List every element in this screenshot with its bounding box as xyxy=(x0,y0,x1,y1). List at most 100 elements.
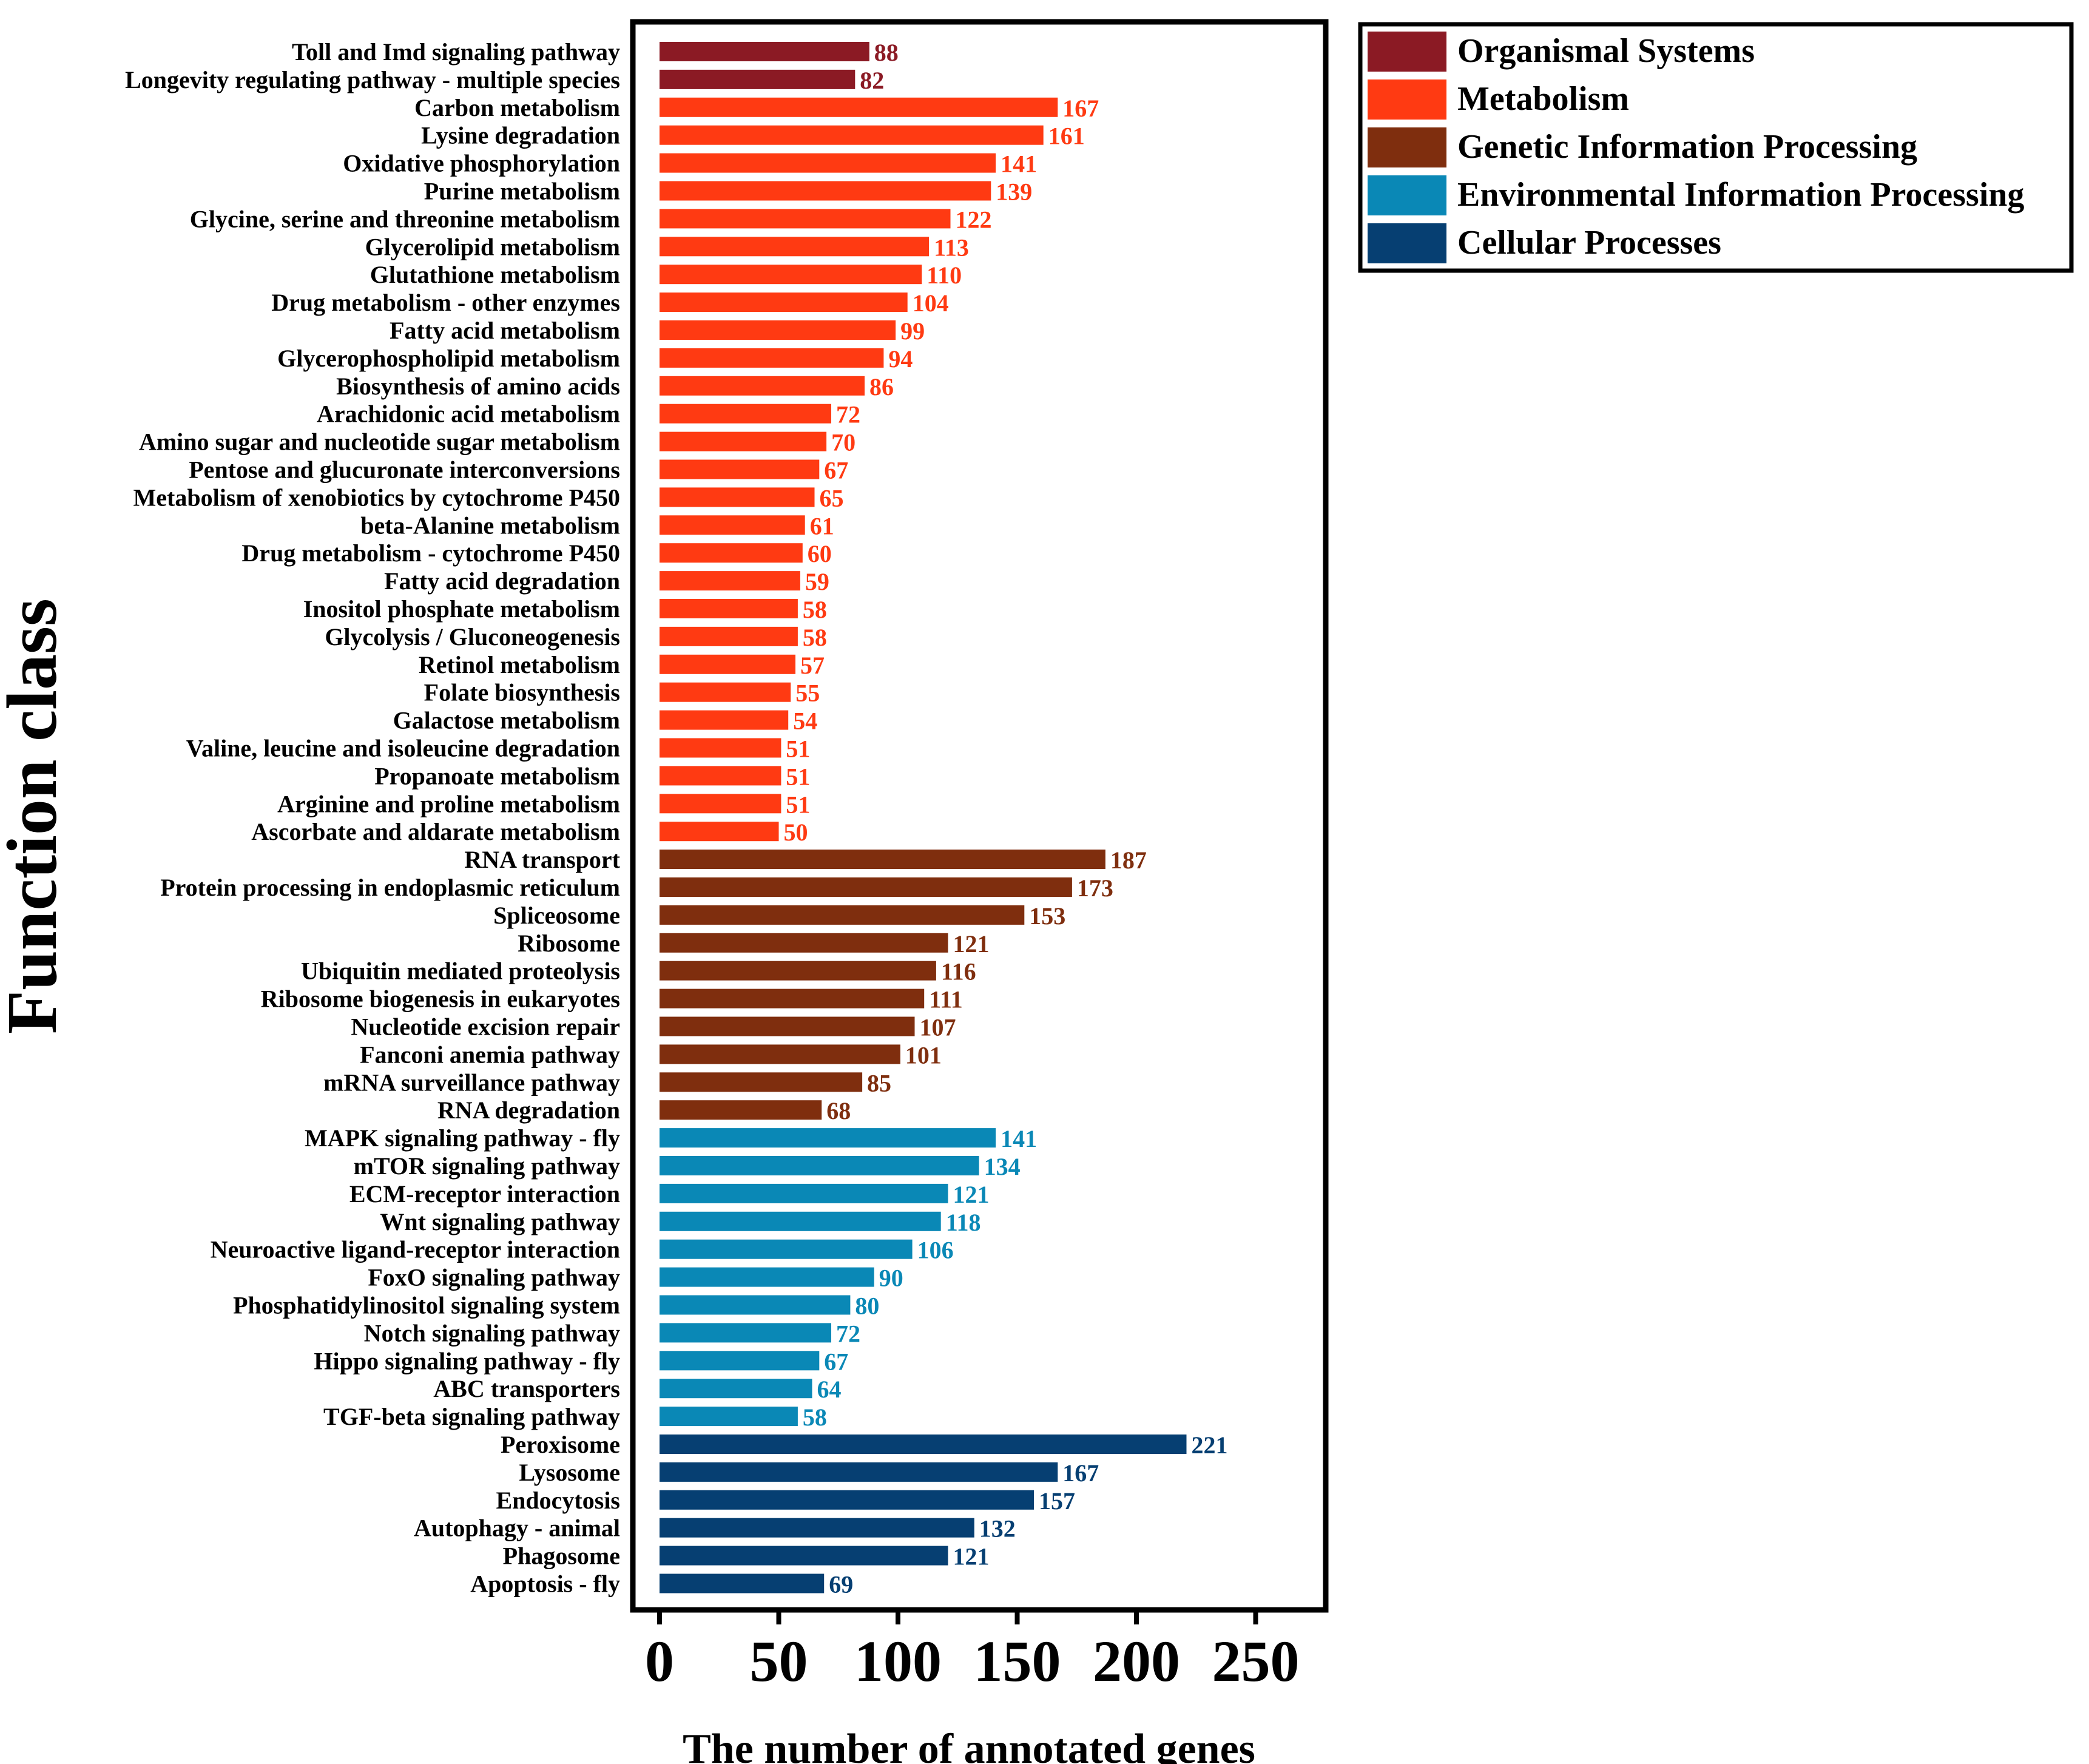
category-label: Propanoate metabolism xyxy=(374,762,620,789)
plot-frame xyxy=(630,19,1329,1613)
bar xyxy=(660,404,831,424)
value-label: 72 xyxy=(836,401,860,428)
category-label: Notch signaling pathway xyxy=(364,1319,620,1347)
category-label: Inositol phosphate metabolism xyxy=(303,595,620,623)
bar xyxy=(660,1323,831,1343)
value-label: 121 xyxy=(953,1543,990,1570)
x-tick-label: 0 xyxy=(645,1629,674,1694)
bar xyxy=(660,1546,948,1566)
bar xyxy=(660,1044,900,1064)
x-tick-label: 200 xyxy=(1093,1629,1180,1694)
value-label: 58 xyxy=(803,1404,827,1431)
legend-swatch xyxy=(1368,79,1446,120)
category-label: Ribosome xyxy=(518,930,620,957)
category-label: MAPK signaling pathway - fly xyxy=(305,1124,620,1152)
category-label: Carbon metabolism xyxy=(414,94,620,121)
bar xyxy=(660,794,781,814)
value-label: 51 xyxy=(786,763,810,790)
category-label: Phosphatidylinositol signaling system xyxy=(233,1292,620,1319)
value-label: 161 xyxy=(1048,123,1085,150)
value-label: 50 xyxy=(784,819,808,846)
bar xyxy=(660,626,798,646)
category-label: Folate biosynthesis xyxy=(424,679,620,706)
legend-label: Metabolism xyxy=(1457,80,1629,118)
value-label: 104 xyxy=(913,289,949,317)
bar xyxy=(660,654,795,674)
bar xyxy=(660,933,948,953)
bar xyxy=(660,1239,913,1259)
category-label: Protein processing in endoplasmic reticu… xyxy=(160,874,620,901)
bar xyxy=(660,1156,979,1175)
value-label: 80 xyxy=(855,1293,879,1320)
category-label: Lysosome xyxy=(519,1459,620,1486)
category-label: RNA degradation xyxy=(437,1097,620,1124)
bar xyxy=(660,1267,874,1287)
bar xyxy=(660,822,779,842)
bar xyxy=(660,459,820,479)
category-label: Drug metabolism - cytochrome P450 xyxy=(241,539,620,567)
category-label: Retinol metabolism xyxy=(419,651,620,678)
bar xyxy=(660,125,1044,145)
category-label: mTOR signaling pathway xyxy=(354,1152,620,1180)
value-label: 134 xyxy=(984,1153,1021,1180)
category-label: Phagosome xyxy=(503,1543,620,1570)
value-label: 65 xyxy=(820,484,844,512)
legend-swatch xyxy=(1368,223,1446,263)
category-label: Drug metabolism - other enzymes xyxy=(271,289,620,316)
bar xyxy=(660,738,781,758)
category-label: Galactose metabolism xyxy=(393,707,620,734)
value-label: 157 xyxy=(1039,1487,1075,1515)
legend-label: Environmental Information Processing xyxy=(1457,176,2024,214)
category-label: Spliceosome xyxy=(493,902,620,929)
category-label: Ascorbate and aldarate metabolism xyxy=(251,818,620,845)
value-label: 54 xyxy=(793,708,817,735)
bar xyxy=(660,97,1058,117)
value-label: 121 xyxy=(953,1181,990,1208)
value-label: 132 xyxy=(979,1515,1016,1543)
category-label: RNA transport xyxy=(464,846,620,873)
category-label: Wnt signaling pathway xyxy=(380,1208,620,1235)
value-label: 57 xyxy=(800,652,825,679)
value-label: 139 xyxy=(996,178,1032,206)
value-label: 167 xyxy=(1062,1459,1099,1487)
value-label: 118 xyxy=(946,1209,981,1236)
value-label: 72 xyxy=(836,1320,860,1347)
category-label: Valine, leucine and isoleucine degradati… xyxy=(186,735,620,762)
value-label: 106 xyxy=(917,1237,954,1264)
legend-swatch xyxy=(1368,175,1446,215)
category-label: Ubiquitin mediated proteolysis xyxy=(301,958,620,985)
bar xyxy=(660,599,798,618)
value-label: 58 xyxy=(803,624,827,651)
value-label: 55 xyxy=(795,680,820,707)
bar xyxy=(660,431,827,451)
category-label: Arachidonic acid metabolism xyxy=(317,400,620,428)
x-tick-label: 150 xyxy=(974,1629,1061,1694)
bar xyxy=(660,905,1025,925)
category-label: Purine metabolism xyxy=(424,178,620,205)
value-label: 116 xyxy=(941,958,976,985)
legend-swatch xyxy=(1368,127,1446,167)
value-label: 85 xyxy=(867,1069,891,1097)
bar xyxy=(660,1518,974,1538)
value-label: 187 xyxy=(1110,847,1147,874)
category-label: ABC transporters xyxy=(433,1375,620,1402)
bar xyxy=(660,682,791,702)
category-label: Pentose and glucuronate interconversions xyxy=(189,456,620,484)
value-label: 99 xyxy=(900,317,925,345)
x-tick-label: 250 xyxy=(1212,1629,1300,1694)
legend-label: Cellular Processes xyxy=(1457,224,1721,262)
legend-swatch xyxy=(1368,32,1446,72)
category-label: Toll and Imd signaling pathway xyxy=(292,38,620,66)
value-label: 82 xyxy=(860,67,884,94)
category-label: TGF-beta signaling pathway xyxy=(323,1403,620,1430)
bars: Toll and Imd signaling pathway 88 Longevit… xyxy=(125,38,1227,1598)
value-label: 122 xyxy=(956,206,992,233)
category-label: mRNA surveillance pathway xyxy=(323,1069,620,1096)
value-label: 141 xyxy=(1001,150,1037,178)
bar xyxy=(660,766,781,786)
category-label: Glycine, serine and threonine metabolism xyxy=(190,205,620,232)
category-label: Arginine and proline metabolism xyxy=(277,790,620,817)
bar xyxy=(660,487,815,507)
value-label: 67 xyxy=(824,1348,848,1375)
category-label: Glycerophospholipid metabolism xyxy=(277,345,620,372)
